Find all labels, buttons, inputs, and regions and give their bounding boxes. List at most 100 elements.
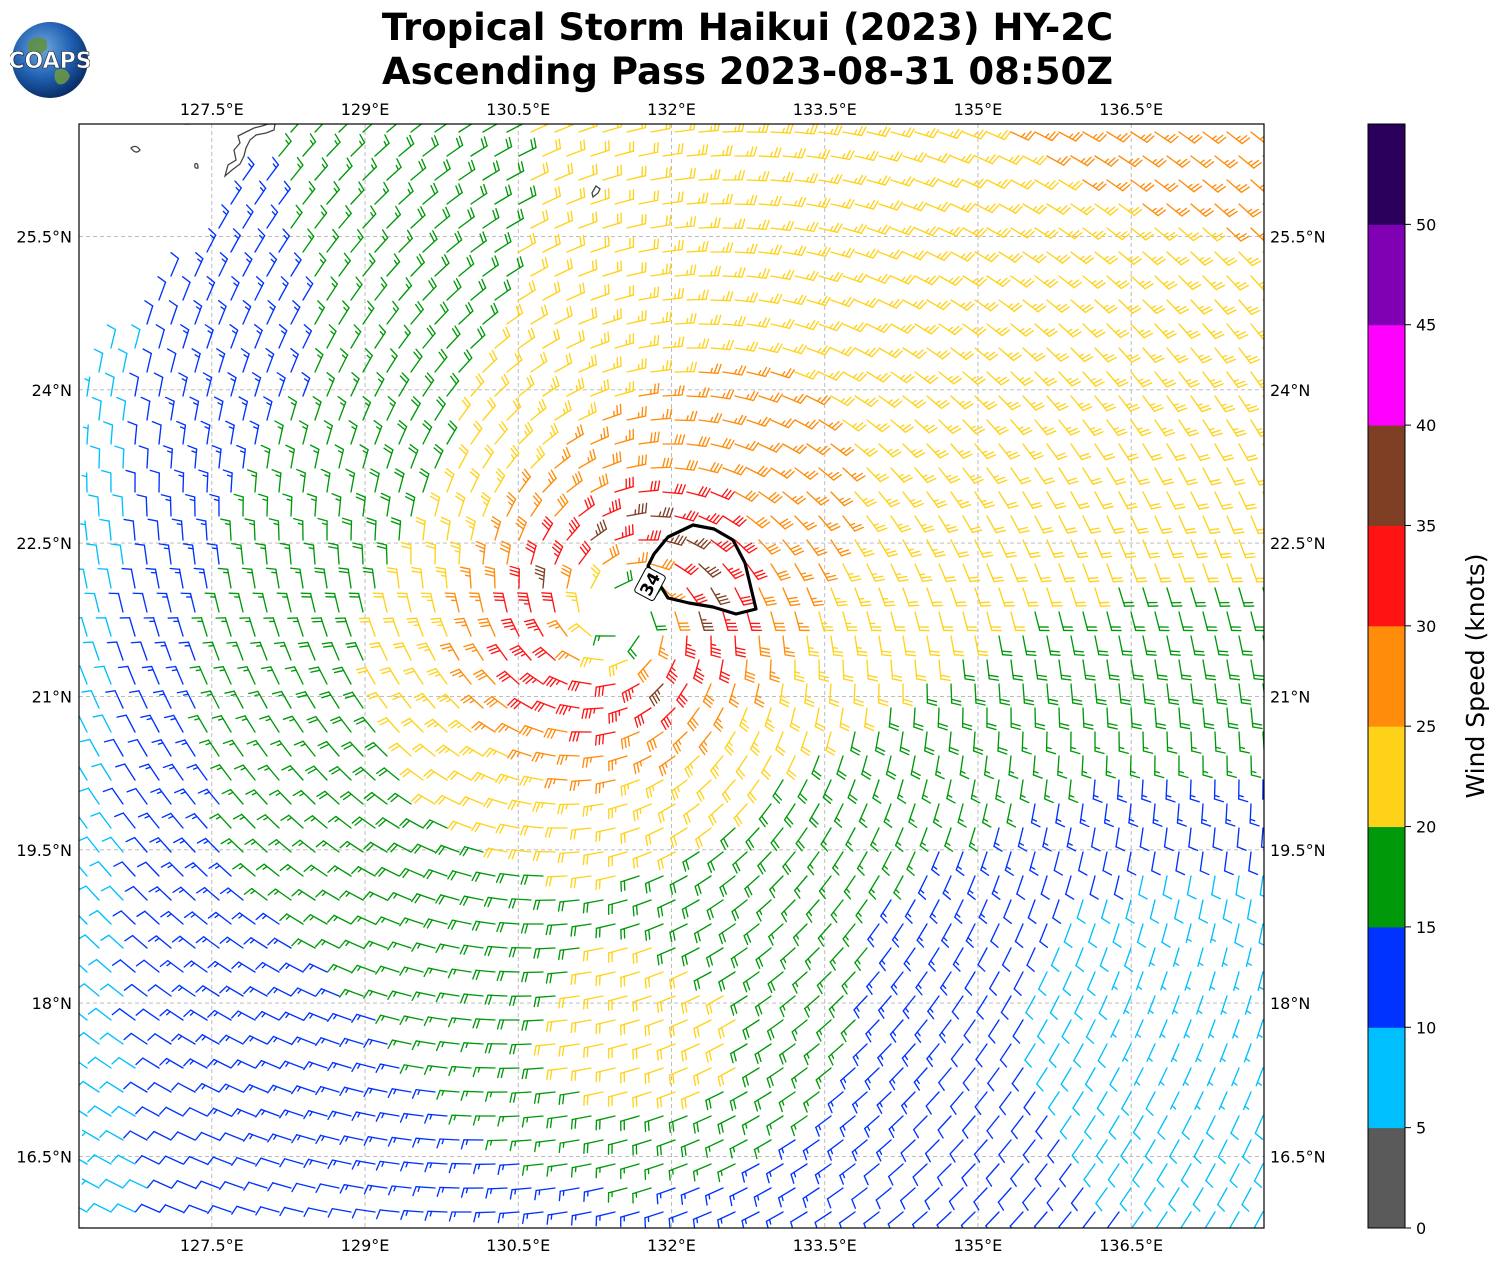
wind-barb (818, 321, 843, 332)
wind-barb (1275, 564, 1290, 582)
wind-barb (938, 177, 963, 188)
wind-barb (602, 260, 622, 277)
wind-barb (1082, 131, 1107, 143)
wind-barb (602, 164, 622, 181)
wind-barb (350, 324, 362, 349)
wind-barb (302, 133, 317, 157)
wind-barb (518, 185, 537, 205)
wind-barb (770, 220, 795, 232)
wind-barb (878, 200, 903, 211)
wind-barb (1070, 251, 1095, 265)
wind-barb (1022, 155, 1047, 166)
wind-barb (542, 138, 562, 157)
wind-barb (722, 218, 746, 229)
wind-barb (866, 371, 891, 383)
wind-barb (746, 124, 770, 133)
wind-barb (1022, 347, 1046, 362)
wind-barb (1287, 492, 1304, 509)
lon-label-bottom: 136.5°E (1099, 1236, 1163, 1255)
wind-barb (1214, 155, 1239, 169)
wind-barb (470, 326, 486, 349)
lon-label-top: 133.5°E (793, 100, 857, 119)
wind-barb (506, 303, 524, 325)
wind-barb (830, 247, 855, 258)
lon-labels-bottom: 127.5°E 129°E 130.5°E 132°E 133.5°E 135°E 136.… (180, 1236, 1163, 1255)
wind-barb (410, 301, 424, 325)
wind-barb (59, 1081, 75, 1092)
wind-barb (962, 129, 987, 140)
wind-barb (746, 268, 771, 279)
wind-barb (986, 371, 1010, 386)
wind-barb (374, 276, 388, 301)
wind-barb (410, 253, 425, 277)
wind-barb (1166, 347, 1189, 364)
wind-barb (662, 385, 685, 397)
wind-barb (398, 134, 415, 157)
lon-label-top: 132°E (647, 100, 696, 119)
wind-barb (722, 316, 746, 327)
wind-barb (386, 300, 400, 325)
wind-barb (734, 292, 758, 303)
wind-barb (1118, 251, 1142, 265)
wind-barb (1287, 300, 1308, 315)
wind-barb (1082, 371, 1105, 387)
wind-barb (878, 347, 903, 359)
wind-barb (794, 124, 818, 135)
wind-barb (71, 449, 76, 468)
wind-barb (662, 143, 684, 157)
wind-barb (1287, 444, 1305, 461)
wind-barb (1278, 1212, 1287, 1235)
wind-barb (276, 372, 286, 397)
wind-barb (1178, 227, 1202, 242)
wind-barb (554, 124, 574, 133)
wind-barb (818, 125, 843, 136)
wind-barb (614, 189, 635, 205)
wind-barb (482, 302, 499, 325)
title-line-1: Tropical Storm Haikui (2023) HY-2C (381, 6, 1114, 49)
wind-barb (1166, 155, 1191, 168)
wind-barb (530, 161, 549, 181)
wind-barb (1154, 131, 1179, 144)
wind-barb (770, 171, 794, 183)
wind-barb (1046, 155, 1071, 166)
wind-barb (590, 188, 610, 205)
wind-barb (1034, 179, 1059, 191)
wind-barb (266, 204, 279, 229)
wind-barb (244, 1231, 267, 1239)
wind-barb (602, 356, 622, 373)
wind-barb (1262, 491, 1264, 496)
wind-barb (1238, 251, 1262, 267)
wind-barb (710, 339, 734, 351)
wind-barb (566, 329, 585, 349)
wind-barb (422, 230, 438, 253)
wind-barb (314, 204, 328, 229)
wind-barb (698, 217, 721, 229)
wind-barb (794, 221, 819, 233)
wind-barb (1010, 227, 1035, 239)
wind-barb (662, 191, 684, 205)
wind-barb (268, 1231, 291, 1239)
wind-barb (1166, 299, 1190, 315)
wind-barb (530, 351, 548, 373)
wind-barb (1202, 131, 1227, 144)
wind-barb (398, 182, 414, 205)
wind-barb (1238, 347, 1260, 364)
wind-barb (350, 372, 360, 397)
wind-barb (578, 306, 598, 325)
wind-barb (542, 233, 561, 253)
wind-barb (482, 255, 500, 277)
wind-barb (1275, 180, 1297, 193)
wind-barb (494, 232, 512, 253)
wind-barb (458, 124, 473, 133)
wind-barb (218, 252, 229, 277)
wind-barb (1010, 371, 1034, 386)
wind-barb (614, 333, 635, 349)
wind-barb (806, 395, 831, 406)
lon-label-bottom: 133.5°E (793, 1236, 857, 1255)
wind-barb (302, 324, 313, 349)
lat-label-right: 19.5°N (1270, 841, 1326, 860)
wind-barb (386, 253, 401, 277)
wind-barb (266, 156, 280, 181)
wind-barb (686, 289, 709, 301)
wind-barb (230, 276, 240, 301)
